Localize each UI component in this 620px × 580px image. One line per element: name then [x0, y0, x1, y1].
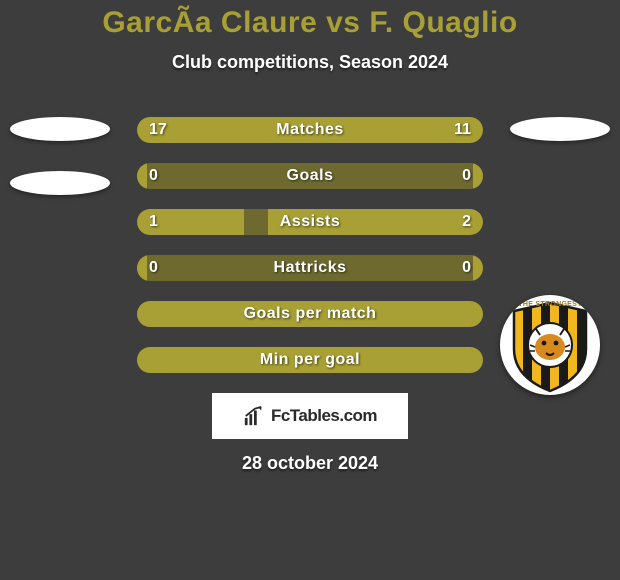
stats-area: THE STRONGEST 17 11 Matches 0 0 Goals 1 2 Assist… — [0, 117, 620, 373]
bar-fill-right — [473, 255, 483, 281]
stat-label: Hattricks — [274, 259, 347, 277]
crest-label: THE STRONGEST — [518, 301, 581, 308]
stat-value-right: 2 — [462, 213, 471, 231]
page-title: GarcÃ­a Claure vs F. Quaglio — [0, 0, 620, 40]
brand-icon — [243, 405, 265, 427]
stat-value-right: 11 — [454, 121, 471, 139]
stat-value-left: 17 — [149, 121, 167, 139]
stat-value-left: 0 — [149, 259, 158, 277]
bar-fill-left — [137, 255, 147, 281]
bar-fill-right — [473, 163, 483, 189]
player-left-badge-2 — [10, 171, 110, 195]
stat-row: Min per goal — [137, 347, 483, 373]
stat-label: Goals per match — [244, 305, 377, 323]
stat-label: Matches — [276, 121, 344, 139]
brand-badge: FcTables.com — [212, 393, 408, 439]
stat-row: 0 0 Goals — [137, 163, 483, 189]
player-right-badge-1 — [510, 117, 610, 141]
stat-row: Goals per match — [137, 301, 483, 327]
stat-row: 17 11 Matches — [137, 117, 483, 143]
stat-label: Goals — [287, 167, 334, 185]
stat-value-left: 1 — [149, 213, 158, 231]
brand-text: FcTables.com — [271, 406, 377, 426]
stat-row: 1 2 Assists — [137, 209, 483, 235]
stat-value-left: 0 — [149, 167, 158, 185]
stat-label: Min per goal — [260, 351, 360, 369]
subtitle: Club competitions, Season 2024 — [0, 52, 620, 73]
bar-fill-left — [137, 163, 147, 189]
club-crest: THE STRONGEST — [500, 295, 600, 395]
stat-value-right: 0 — [462, 259, 471, 277]
player-left-badge-1 — [10, 117, 110, 141]
stat-value-right: 0 — [462, 167, 471, 185]
stat-row: 0 0 Hattricks — [137, 255, 483, 281]
date-label: 28 october 2024 — [0, 453, 620, 474]
stat-label: Assists — [280, 213, 340, 231]
